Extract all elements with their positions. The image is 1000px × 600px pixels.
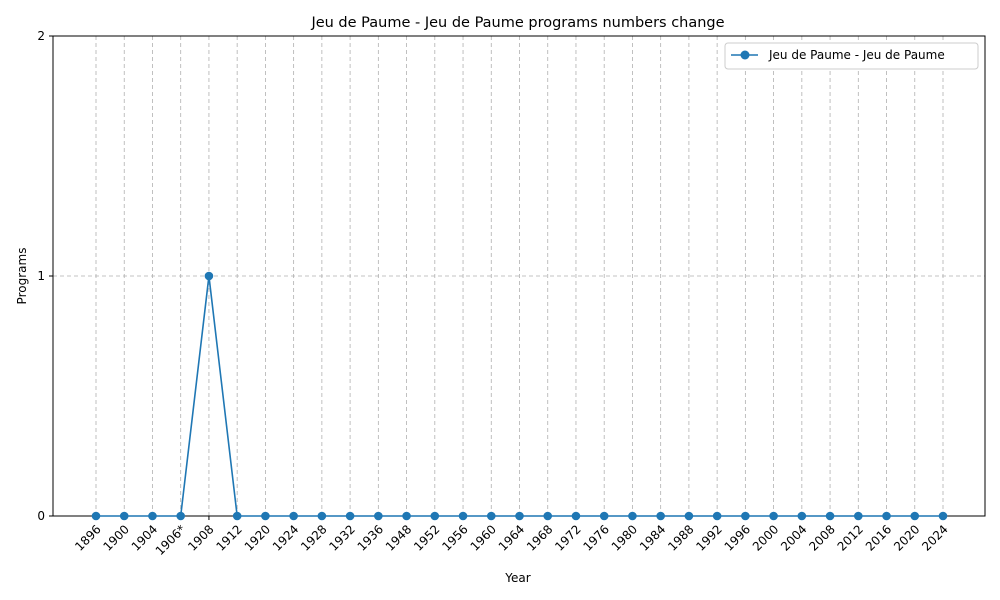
x-tick-label: 1992 [693, 522, 724, 553]
x-tick-label: 1988 [665, 522, 696, 553]
x-tick-label: 1900 [101, 522, 132, 553]
x-tick-label: 1932 [326, 522, 357, 553]
data-point [345, 511, 355, 521]
y-axis: 0 1 2 [37, 29, 53, 523]
x-tick-label: 2008 [806, 522, 837, 553]
legend-label: Jeu de Paume - Jeu de Paume [768, 48, 945, 62]
series-layer [91, 271, 948, 521]
x-tick-label: 1912 [213, 522, 244, 553]
data-point [91, 511, 101, 521]
data-point [289, 511, 298, 521]
data-point [825, 511, 835, 521]
x-tick-label: 2004 [778, 522, 809, 553]
y-tick-label: 2 [37, 29, 45, 43]
x-tick-label: 1960 [468, 522, 499, 553]
x-tick-label: 2000 [750, 522, 781, 553]
data-point [599, 511, 609, 521]
data-point [854, 511, 863, 521]
data-point [543, 511, 553, 521]
x-tick-label: 1984 [637, 522, 668, 553]
x-tick-label: 1920 [242, 522, 273, 553]
data-point [797, 511, 807, 521]
x-tick-label: 1936 [355, 522, 386, 553]
x-tick-label: 2012 [835, 522, 866, 553]
data-point [938, 511, 948, 521]
chart-title: Jeu de Paume - Jeu de Paume programs num… [310, 15, 724, 31]
data-point [204, 271, 214, 281]
x-tick-label: 2020 [891, 522, 922, 553]
x-tick-label: 1972 [552, 522, 583, 553]
data-point [317, 511, 327, 521]
data-point [910, 511, 920, 521]
data-point [571, 511, 581, 521]
x-tick-label: 1956 [439, 522, 470, 553]
grid-lines [53, 36, 985, 516]
data-point [486, 511, 496, 521]
y-axis-label: Programs [15, 248, 29, 305]
x-tick-label: 2016 [863, 522, 894, 553]
x-tick-label: 1952 [411, 522, 442, 553]
legend-box [724, 42, 979, 70]
x-axis: 1896190019041906*19081912192019241928193… [72, 516, 951, 558]
data-point [515, 511, 524, 521]
x-tick-label: 1968 [524, 522, 555, 553]
legend-point-marker [740, 50, 750, 60]
x-tick-label: 1948 [383, 522, 414, 553]
data-point [684, 511, 694, 521]
x-tick-label: 1976 [580, 522, 611, 553]
data-point [261, 511, 270, 521]
y-tick-label: 0 [37, 509, 45, 523]
x-tick-label: 1906* [153, 522, 189, 558]
data-point [741, 511, 750, 521]
legend: Jeu de Paume - Jeu de Paume [724, 42, 979, 70]
data-point [119, 511, 129, 521]
data-point [628, 511, 637, 521]
data-point [176, 511, 185, 521]
data-point [712, 511, 722, 521]
x-tick-label: 1924 [270, 522, 301, 553]
x-tick-label: 1980 [609, 522, 640, 553]
data-point [430, 511, 440, 521]
data-point [769, 511, 778, 521]
x-tick-label: 1964 [496, 522, 527, 553]
x-axis-label: Year [504, 571, 530, 585]
x-tick-label: 1996 [722, 522, 753, 553]
x-tick-label: 1908 [185, 522, 216, 553]
x-tick-label: 1928 [298, 522, 329, 553]
data-point [458, 511, 468, 521]
x-tick-label: 1896 [72, 522, 103, 553]
data-point [374, 511, 383, 521]
data-point [148, 511, 157, 521]
data-point [232, 511, 242, 521]
data-point [882, 511, 891, 521]
x-tick-label: 2024 [919, 522, 950, 553]
data-point [402, 511, 411, 521]
y-tick-label: 1 [37, 269, 45, 283]
data-point [656, 511, 665, 521]
